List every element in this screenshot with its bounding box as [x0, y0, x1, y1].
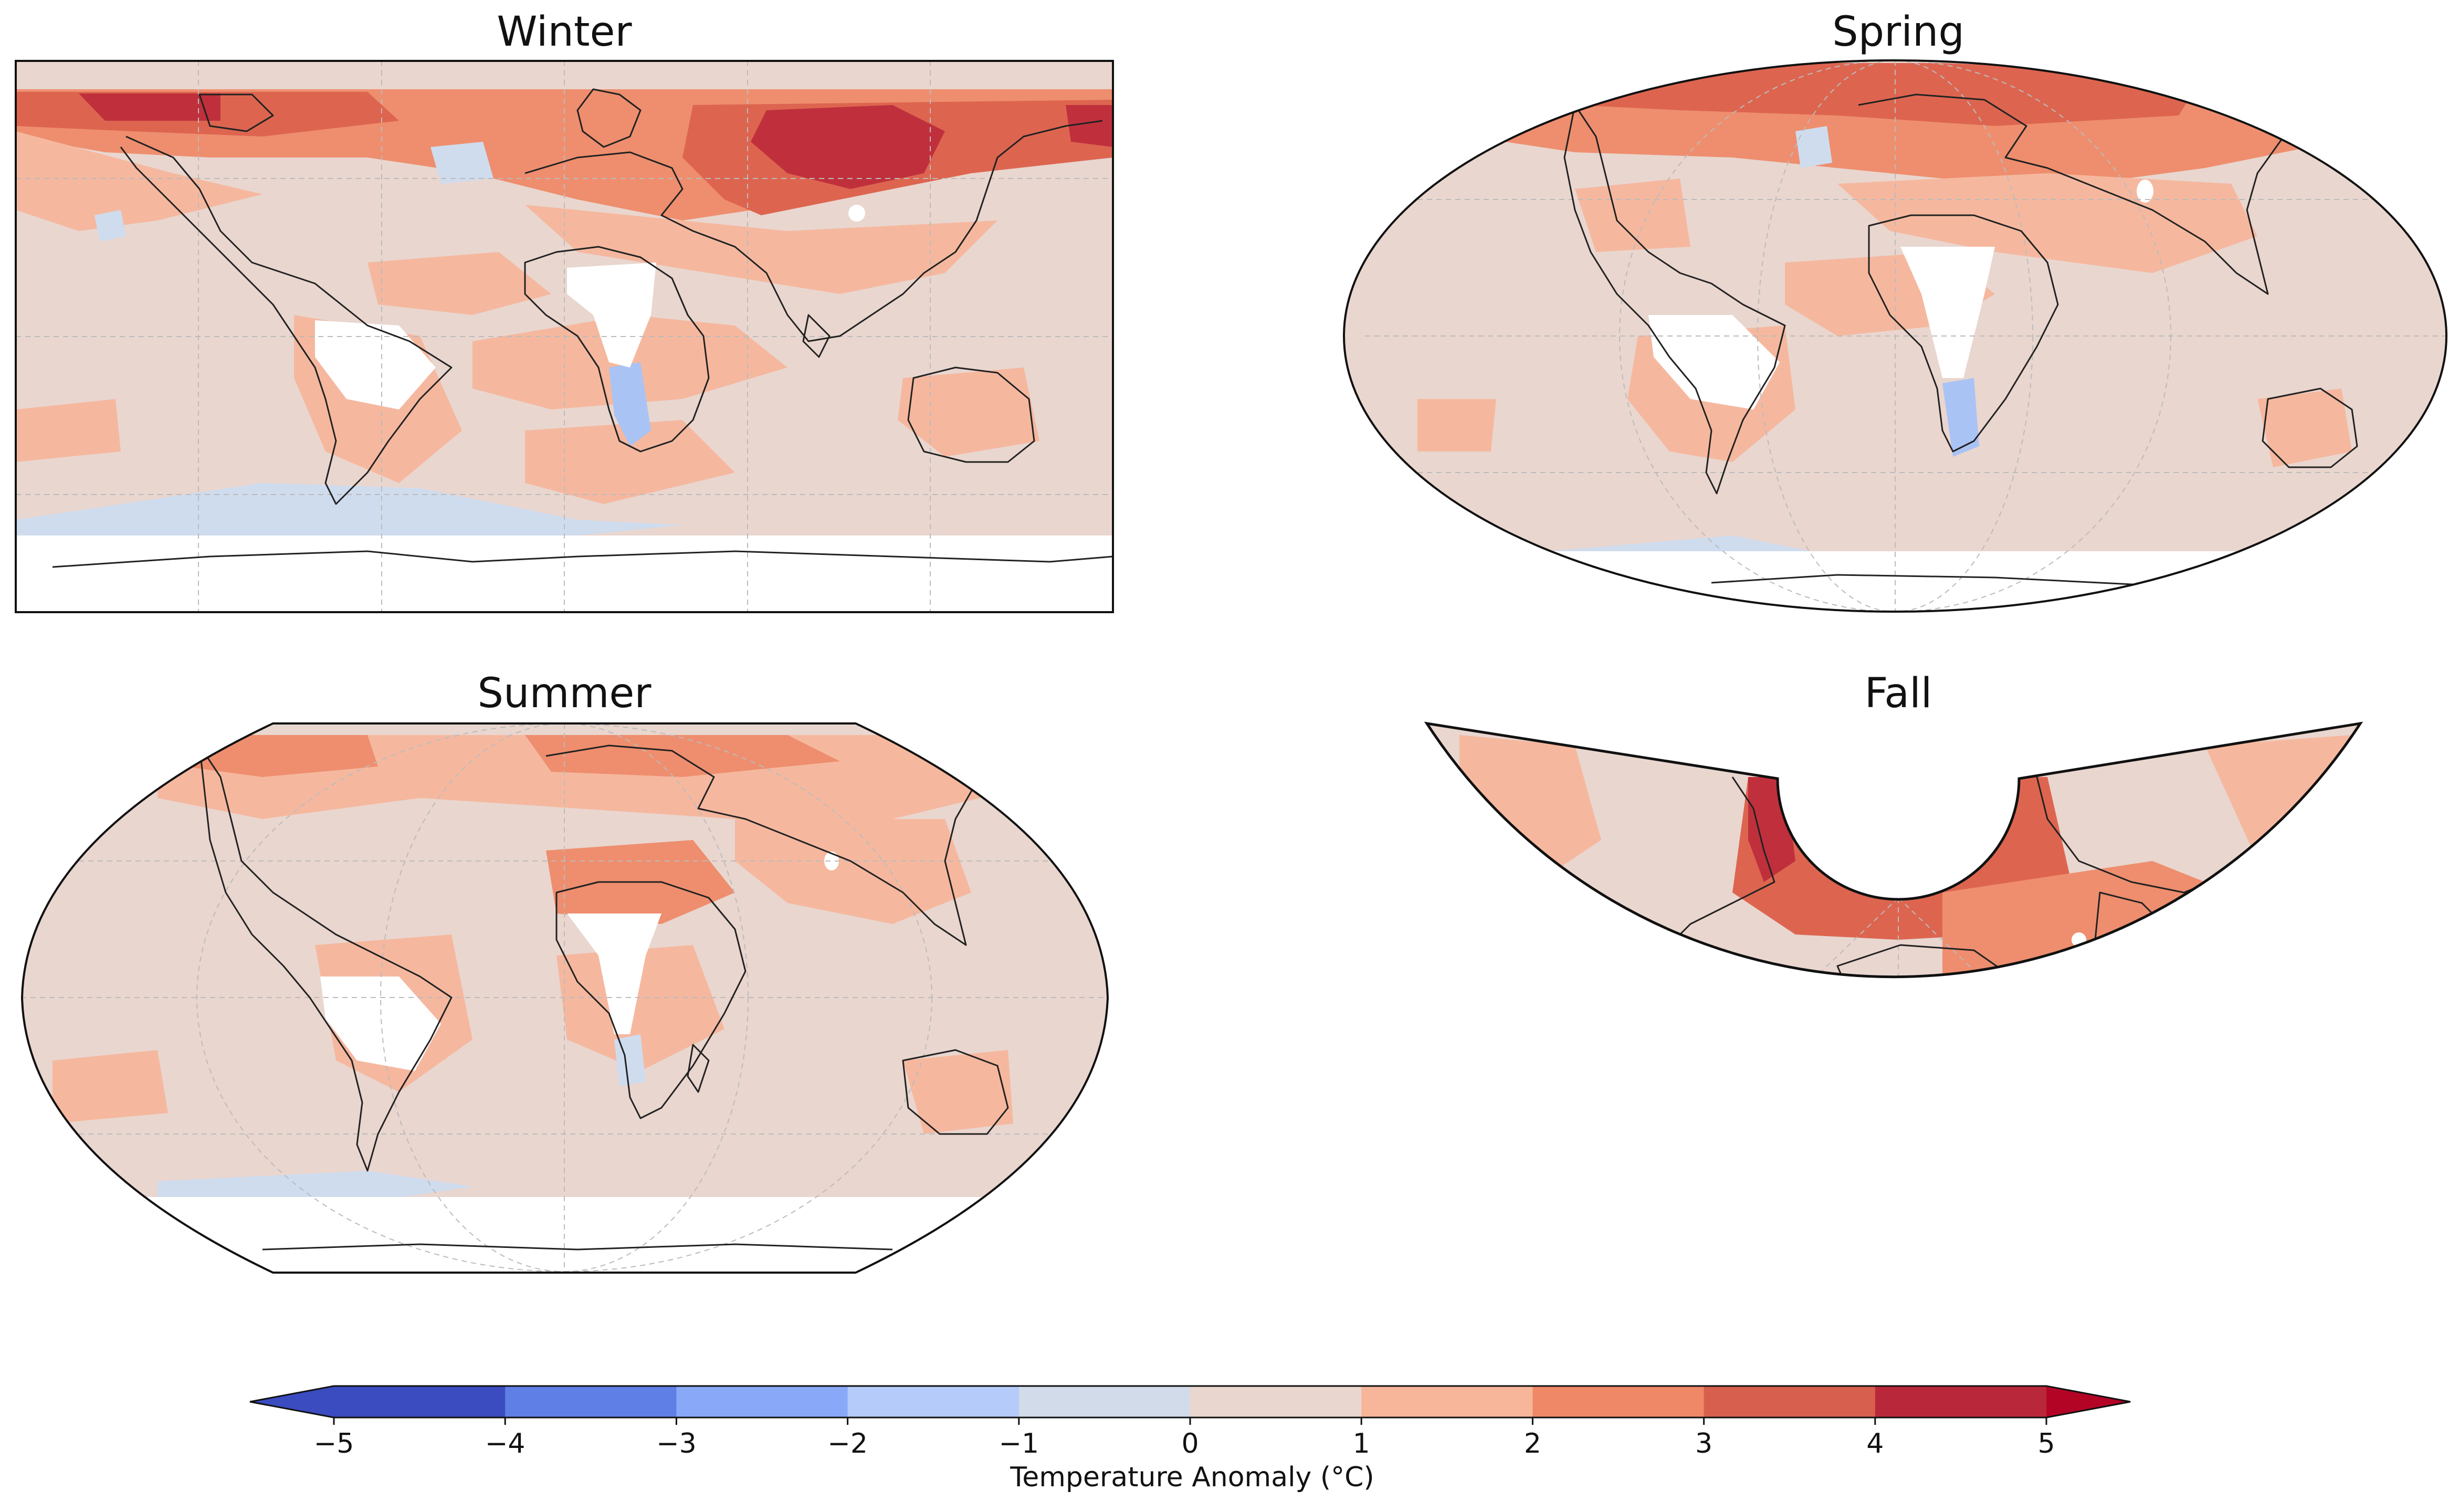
- colorbar-tick-label: 5: [2037, 1428, 2055, 1460]
- summer-anomaly-cool1-south: [157, 1171, 472, 1202]
- colorbar-tick-label: −2: [827, 1428, 868, 1460]
- colorbar-tick-label: 4: [1866, 1428, 1884, 1460]
- spring-nodata-tibet: [2137, 180, 2153, 203]
- fall-anomaly-cool1-sa: [1596, 1018, 1638, 1071]
- fall-anomaly-warm2-asia: [1942, 861, 2257, 978]
- fall-anomaly-cool1-west: [1428, 798, 1554, 978]
- spring-nodata-africa: [1900, 247, 1995, 378]
- colorbar-tick-label: −3: [656, 1428, 697, 1460]
- winter-gridlines: [16, 61, 1113, 612]
- spring-title: Spring: [1832, 8, 1964, 56]
- colorbar-segment: [1361, 1386, 1533, 1418]
- colorbar-segment: [1018, 1386, 1191, 1418]
- winter-anomaly-cool2-africa: [609, 362, 651, 446]
- colorbar-segment: [847, 1386, 1020, 1418]
- colorbar-extend-under: [250, 1386, 334, 1418]
- winter-title: Winter: [497, 8, 632, 56]
- summer-nodata-sa: [320, 976, 441, 1071]
- winter-anomaly-warm1-pacific: [16, 399, 121, 462]
- spring-anomaly-warm1-asia: [1837, 173, 2257, 273]
- winter-anomaly-cool1-south: [16, 483, 682, 536]
- winter-coastlines: [52, 88, 1113, 568]
- colorbar-segment: [1704, 1386, 1876, 1418]
- winter-anomaly-warm4-siberia: [751, 105, 945, 189]
- spring-anomaly-cool1-n: [1795, 126, 1832, 168]
- summer-coastlines: [198, 744, 1009, 1251]
- colorbar-tick-label: 1: [1352, 1428, 1370, 1460]
- summer-nodata-antarctica: [22, 1197, 1108, 1273]
- summer-anomaly-cool1-af: [614, 1034, 646, 1087]
- spring-anomaly-warm3: [1575, 63, 2205, 126]
- summer-anomaly-warm1-asia: [735, 819, 971, 924]
- winter-frame: [15, 60, 1114, 613]
- spring-anomaly-warm1-w: [1417, 399, 1496, 452]
- fall-anomaly-cool2-af: [1963, 1155, 2047, 1218]
- winter-anomaly-cool1-pacific: [430, 142, 493, 184]
- colorbar-tick-label: −4: [485, 1428, 526, 1460]
- winter-anomaly-warm4-arctic: [79, 93, 220, 121]
- winter-anomaly-cool1-atl: [94, 210, 126, 242]
- colorbar-tick-label: 0: [1181, 1428, 1199, 1460]
- summer-nodata-tibet: [824, 852, 839, 870]
- colorbar-tick-label: −1: [999, 1428, 1039, 1460]
- spring-nodata-sa: [1648, 315, 1780, 410]
- winter-anomaly-warm1-australia: [898, 368, 1039, 457]
- colorbar-segment: [676, 1386, 848, 1418]
- summer-frame: [20, 722, 1109, 1274]
- colorbar-tick-label: 2: [1523, 1428, 1541, 1460]
- winter-anomaly-warm1: [16, 131, 262, 231]
- colorbar-tick-label: −5: [313, 1428, 354, 1460]
- winter-nodata-tibet: [848, 205, 865, 222]
- colorbar-segment: [1190, 1386, 1362, 1418]
- summer-title: Summer: [477, 670, 651, 717]
- winter-anomaly-warm1-mid: [525, 420, 735, 504]
- fall-nodata-sa: [1638, 1050, 1743, 1166]
- spring-frame: [1343, 59, 2447, 613]
- spring-anomaly-warm1-pac: [1575, 178, 1690, 252]
- summer-map: [20, 722, 1109, 1274]
- spring-gridlines: [1365, 60, 2446, 612]
- winter-anomaly-warm4-east: [1066, 105, 1113, 147]
- fall-anomaly-warm1-wide: [1601, 945, 2310, 978]
- spring-map: [1343, 59, 2447, 613]
- summer-anomaly-warm1-au: [903, 1050, 1013, 1134]
- colorbar-label: Temperature Anomaly (°C): [1010, 1462, 1374, 1493]
- colorbar-segment: [1875, 1386, 2047, 1418]
- winter-anomaly-warm1-asia: [525, 205, 997, 294]
- summer-nodata-africa: [567, 914, 661, 1034]
- fall-nodata-africa: [1879, 1060, 1984, 1176]
- winter-map: [15, 60, 1114, 613]
- fall-title: Fall: [1864, 670, 1932, 717]
- colorbar-tick-label: 3: [1695, 1428, 1713, 1460]
- winter-anomaly-warm1-atlantic: [367, 252, 551, 315]
- colorbar-segment: [505, 1386, 677, 1418]
- winter-nodata-africa: [567, 262, 656, 368]
- spring-anomaly-cool2-af: [1942, 378, 1979, 457]
- colorbar-segment: [1532, 1386, 1705, 1418]
- fall-frame: [1424, 721, 2363, 979]
- summer-anomaly-warm2-north: [184, 735, 378, 777]
- fall-map: [1424, 721, 2363, 1218]
- colorbar-extend-over: [2046, 1386, 2130, 1418]
- summer-anomaly-warm1-w: [52, 1050, 168, 1124]
- summer-anomaly-warm1-africa: [556, 945, 724, 1071]
- colorbar: [249, 1385, 2131, 1425]
- winter-nodata-sa: [315, 320, 436, 410]
- spring-anomaly-warm1-au: [2257, 388, 2352, 467]
- colorbar-segment: [334, 1386, 506, 1418]
